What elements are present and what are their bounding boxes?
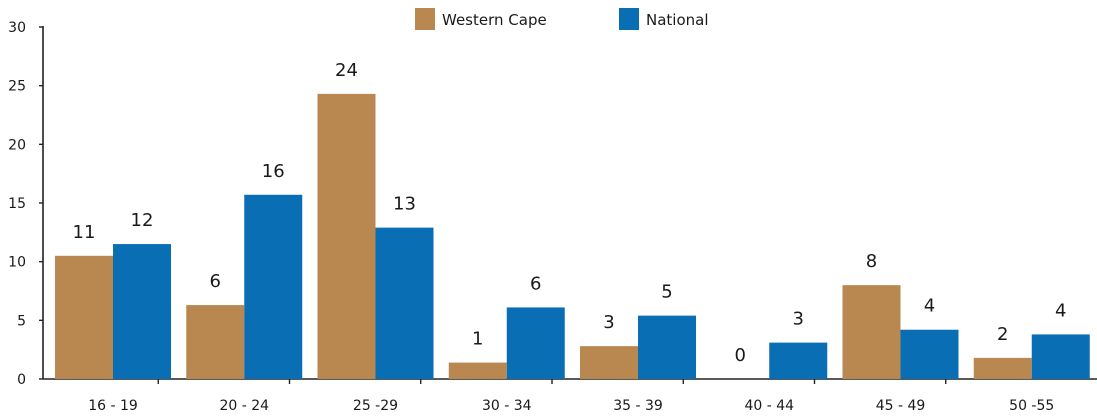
y-axis: 0 5 10 15 20 25 30 xyxy=(8,20,44,388)
y-tick-label: 10 xyxy=(8,255,26,271)
data-label: 4 xyxy=(1055,300,1066,321)
bar-national xyxy=(113,244,171,379)
x-tick-label: 30 - 34 xyxy=(482,398,532,414)
y-tick-label: 15 xyxy=(8,196,26,212)
data-label: 16 xyxy=(262,161,285,182)
legend: Western Cape National xyxy=(415,8,709,30)
data-label: 13 xyxy=(393,194,416,215)
data-label: 0 xyxy=(735,345,746,366)
bar-national xyxy=(900,329,959,379)
y-tick-label: 20 xyxy=(8,137,26,153)
data-label: 3 xyxy=(793,309,804,330)
x-tick-label: 40 - 44 xyxy=(744,398,794,414)
x-tick-label: 16 - 19 xyxy=(88,398,138,414)
x-tick-label: 35 - 39 xyxy=(613,398,663,414)
x-axis: 16 - 19 20 - 24 25 -29 30 - 34 35 - 39 40 - 4… xyxy=(43,378,1097,414)
data-label: 2 xyxy=(997,324,1008,345)
x-tick-label: 20 - 24 xyxy=(219,398,269,414)
x-tick-label: 50 -55 xyxy=(1009,398,1054,414)
y-tick-label: 5 xyxy=(17,313,26,329)
y-tick-label: 25 xyxy=(8,79,26,95)
bar-western-cape xyxy=(973,357,1032,379)
bar-western-cape xyxy=(317,93,376,379)
data-label: 24 xyxy=(335,60,358,81)
data-label: 4 xyxy=(924,296,935,317)
x-tick-label: 45 - 49 xyxy=(876,398,926,414)
legend-label: National xyxy=(646,11,709,29)
bar-western-cape xyxy=(186,305,245,379)
bar-national xyxy=(638,315,696,379)
x-tick-label: 25 -29 xyxy=(353,398,398,414)
bar-national xyxy=(1031,334,1090,379)
bar-western-cape xyxy=(842,285,901,379)
data-label: 8 xyxy=(866,251,877,272)
bar-national xyxy=(506,307,565,379)
legend-label: Western Cape xyxy=(442,11,547,29)
data-label: 11 xyxy=(73,222,96,243)
bar-national xyxy=(769,342,828,379)
data-label: 3 xyxy=(603,312,614,333)
data-label: 6 xyxy=(210,271,221,292)
legend-swatch xyxy=(619,8,639,30)
data-label: 5 xyxy=(661,282,672,303)
bar-national xyxy=(375,227,434,379)
bar-national xyxy=(244,194,303,379)
legend-swatch xyxy=(415,8,435,30)
data-label: 12 xyxy=(131,210,154,231)
bar-western-cape xyxy=(448,362,507,379)
data-label: 6 xyxy=(530,273,541,294)
bar-western-cape xyxy=(55,255,113,379)
bars xyxy=(55,93,1090,379)
y-tick-label: 0 xyxy=(17,372,26,388)
data-label: 1 xyxy=(472,329,483,350)
y-tick-label: 30 xyxy=(8,20,26,36)
bar-western-cape xyxy=(580,346,638,379)
